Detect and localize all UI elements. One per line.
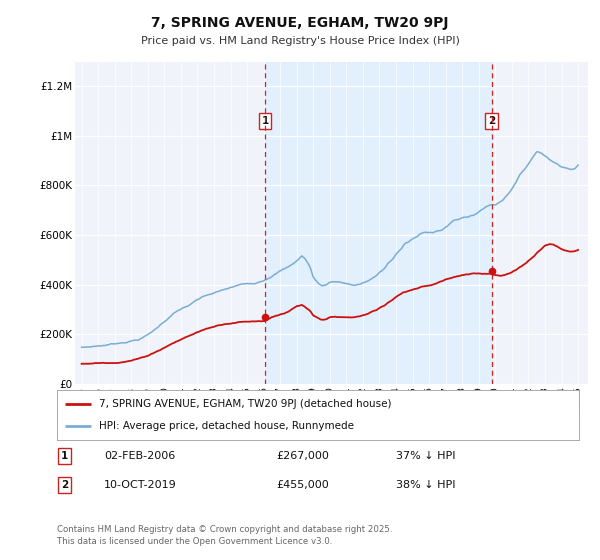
Text: 7, SPRING AVENUE, EGHAM, TW20 9PJ: 7, SPRING AVENUE, EGHAM, TW20 9PJ (151, 16, 449, 30)
Text: 10-OCT-2019: 10-OCT-2019 (104, 480, 177, 491)
Text: Price paid vs. HM Land Registry's House Price Index (HPI): Price paid vs. HM Land Registry's House … (140, 36, 460, 46)
Text: 02-FEB-2006: 02-FEB-2006 (104, 451, 175, 461)
Text: Contains HM Land Registry data © Crown copyright and database right 2025.
This d: Contains HM Land Registry data © Crown c… (57, 525, 392, 546)
Text: 7, SPRING AVENUE, EGHAM, TW20 9PJ (detached house): 7, SPRING AVENUE, EGHAM, TW20 9PJ (detac… (99, 399, 391, 409)
Bar (265, 62, 491, 384)
Text: 38% ↓ HPI: 38% ↓ HPI (397, 480, 456, 491)
Text: 1: 1 (61, 451, 68, 461)
Text: 37% ↓ HPI: 37% ↓ HPI (397, 451, 456, 461)
Text: 2: 2 (61, 480, 68, 491)
Text: £267,000: £267,000 (276, 451, 329, 461)
Text: 2: 2 (488, 116, 495, 126)
Text: HPI: Average price, detached house, Runnymede: HPI: Average price, detached house, Runn… (99, 421, 354, 431)
Text: 1: 1 (262, 116, 269, 126)
Text: £455,000: £455,000 (276, 480, 329, 491)
